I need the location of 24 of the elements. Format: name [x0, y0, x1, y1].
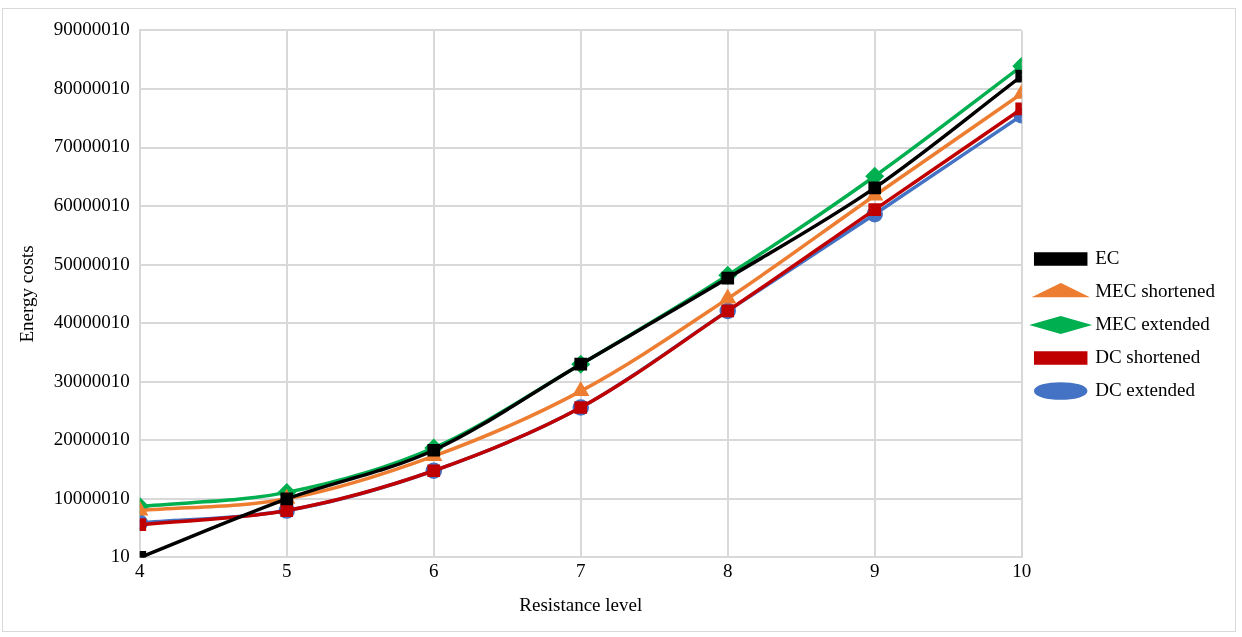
x-tick-label: 7 [576, 559, 586, 581]
legend-label: EC [1095, 246, 1120, 268]
x-tick-label: 10 [1012, 559, 1032, 581]
x-tick-label: 6 [429, 559, 439, 581]
x-tick-label: 4 [135, 559, 146, 581]
legend-label: DC extended [1095, 378, 1196, 400]
y-tick-label: 90000010 [53, 18, 130, 40]
x-tick-label: 5 [282, 559, 292, 581]
y-tick-label: 10000010 [53, 486, 130, 508]
x-tick-label: 9 [869, 559, 880, 581]
legend-label: MEC extended [1095, 312, 1211, 334]
legend-label: MEC shortened [1095, 279, 1216, 301]
y-tick-label: 10 [110, 545, 130, 567]
y-tick-label: 30000010 [53, 369, 130, 391]
y-tick-label: 50000010 [53, 252, 130, 274]
legend-label: DC shortened [1095, 345, 1201, 367]
x-tick-label: 8 [722, 559, 733, 581]
y-tick-label: 20000010 [53, 428, 130, 450]
y-axis-title: Energy costs [16, 245, 38, 343]
y-tick-label: 40000010 [53, 311, 130, 333]
x-axis-title: Resistance level [519, 593, 643, 615]
y-tick-label: 60000010 [53, 194, 130, 216]
y-tick-label: 70000010 [53, 135, 130, 157]
y-tick-label: 80000010 [53, 76, 130, 98]
